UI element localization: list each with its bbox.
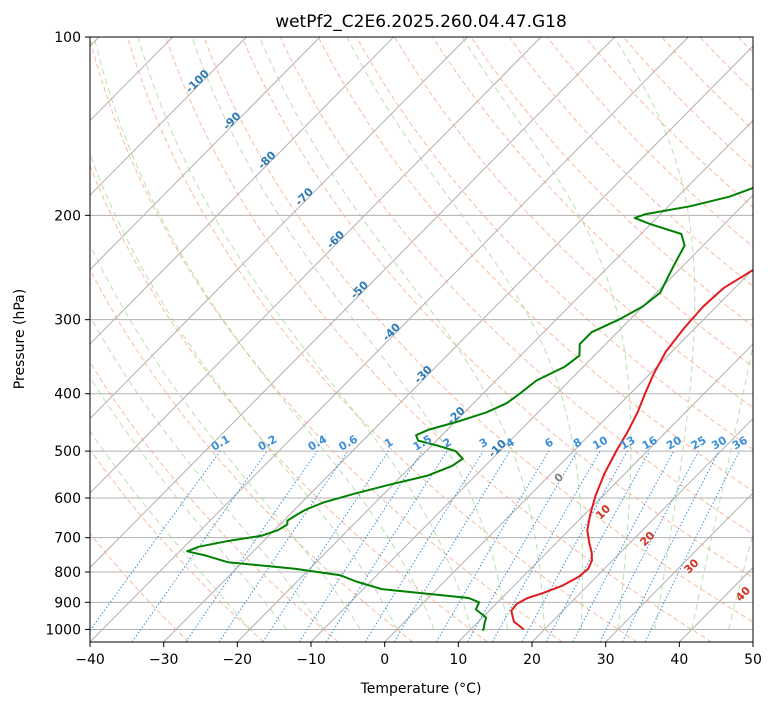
sounding-line: [510, 268, 753, 631]
y-tick-label: 1000: [45, 622, 81, 638]
x-tick-label: −20: [223, 652, 253, 668]
dry-adiabat-line: [90, 164, 488, 642]
isotherm-line: [752, 641, 753, 642]
dry-adiabat-line: [127, 37, 638, 642]
x-tick-label: 10: [449, 652, 467, 668]
y-tick-label: 900: [54, 595, 81, 611]
x-tick-label: 20: [523, 652, 541, 668]
mixing-ratio-line: [545, 450, 650, 642]
isotherm-line: [384, 268, 753, 642]
x-tick-label: −30: [149, 652, 179, 668]
dry-adiabat-line: [432, 37, 753, 368]
isotherm-line: [457, 343, 753, 642]
mixing-ratio-line: [364, 450, 484, 642]
x-tick-label: 40: [670, 652, 688, 668]
mixing-ratio-line: [572, 450, 675, 642]
y-tick-label: 500: [54, 444, 81, 460]
moist-adiabat-line: [90, 376, 287, 630]
y-tick-label: 800: [54, 565, 81, 581]
isotherm-line: [90, 37, 321, 271]
moist-adiabat-line: [93, 37, 435, 630]
y-tick-label: 300: [54, 313, 81, 329]
x-tick-label: −10: [296, 652, 326, 668]
moist-adiabat-line: [90, 315, 324, 630]
x-tick-label: 30: [597, 652, 615, 668]
isotherm-line: [236, 119, 753, 642]
x-tick-label: 0: [380, 652, 389, 668]
plot-frame: [89, 36, 754, 643]
y-tick-label: 400: [54, 387, 81, 403]
isotherm-line: [605, 492, 753, 642]
y-axis-title: Pressure (hPa): [12, 289, 28, 389]
isotherm-line: [90, 37, 689, 642]
chart-title: wetPf2_C2E6.2025.260.04.47.G18: [275, 12, 567, 32]
dry-adiabat-line: [279, 37, 753, 535]
dry-adiabat-line: [317, 37, 753, 492]
moist-adiabat-line: [613, 37, 696, 630]
isotherm-line: [90, 37, 468, 420]
dry-adiabat-line: [356, 37, 753, 450]
plot-series: [186, 186, 753, 632]
isotherm-line: [90, 37, 542, 494]
mixing-ratio-line: [325, 450, 448, 642]
dry-adiabat-line: [470, 37, 753, 327]
mixing-ratio-line: [491, 450, 601, 642]
sounding-line: [186, 186, 753, 632]
mixing-ratio-line: [90, 450, 221, 632]
isotherm-line: [90, 37, 616, 569]
mixing-ratio-line: [262, 450, 390, 642]
axis-ticks: −40 −30 −20 −10 0 10 20 30 40 50 100 200 300 400 500 60…: [45, 30, 762, 668]
dry-adiabat-line: [90, 448, 264, 642]
moist-adiabat-line: [691, 342, 753, 630]
moist-adiabat-line: [90, 243, 361, 630]
mixing-ratio-line: [521, 450, 628, 642]
y-tick-label: 600: [54, 491, 81, 507]
plot-grid: [90, 37, 753, 642]
x-tick-label: 50: [744, 652, 762, 668]
moist-adiabat-line: [728, 532, 753, 630]
isotherm-line: [90, 37, 247, 196]
moist-adiabat-line: [191, 37, 509, 630]
x-axis-title: Temperature (°C): [360, 681, 482, 697]
isotherm-line: [90, 37, 395, 345]
moist-adiabat-line: [137, 37, 472, 630]
dry-adiabat-line: [90, 532, 190, 642]
moist-adiabat-line: [90, 430, 251, 630]
y-tick-label: 100: [54, 30, 81, 46]
moist-adiabat-line: [461, 37, 632, 630]
moist-adiabat-line: [259, 37, 545, 630]
mixing-ratio-line: [298, 450, 423, 642]
isotherm-line: [531, 417, 753, 642]
isotherm-line: [163, 45, 753, 642]
mixing-ratio-line: [393, 450, 511, 642]
dry-adiabat-line: [203, 37, 753, 623]
x-tick-label: −40: [75, 652, 105, 668]
dry-adiabat-line: [90, 268, 414, 642]
mixing-ratio-line: [218, 450, 349, 642]
dry-adiabat-line: [165, 37, 712, 642]
y-tick-label: 200: [54, 208, 81, 224]
y-tick-label: 700: [54, 531, 81, 547]
mixing-ratio-line: [131, 450, 268, 642]
moist-adiabat-line: [346, 37, 583, 630]
mixing-ratio-line: [621, 450, 720, 642]
mixing-ratio-line: [599, 450, 699, 642]
